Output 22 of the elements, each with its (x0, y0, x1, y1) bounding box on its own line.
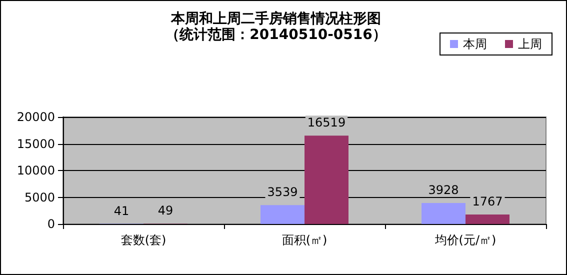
data-label: 41 (114, 204, 130, 218)
bar (466, 214, 510, 224)
data-label: 1767 (472, 194, 503, 209)
legend-label: 上周 (518, 37, 542, 51)
bar (260, 205, 304, 224)
y-tick-label: 20000 (16, 110, 55, 124)
x-tick-label: 面积(㎡) (282, 233, 328, 247)
chart-subtitle: （统计范围：20140510-0516） (166, 26, 386, 43)
data-label: 3539 (267, 185, 298, 200)
x-tick-label: 均价(元/㎡) (434, 233, 496, 247)
y-tick-label: 10000 (16, 164, 55, 178)
y-tick-label: 15000 (16, 136, 55, 151)
chart-title: 本周和上周二手房销售情况柱形图 (170, 10, 381, 27)
y-tick-label: 0 (47, 217, 55, 231)
legend-label: 本周 (463, 37, 487, 51)
data-label: 3928 (428, 182, 459, 197)
y-tick-label: 5000 (24, 190, 55, 204)
x-tick-label: 套数(套) (120, 233, 166, 247)
data-label: 16519 (307, 116, 346, 130)
bar (422, 202, 466, 224)
data-label: 49 (158, 204, 174, 218)
bar (304, 136, 348, 224)
